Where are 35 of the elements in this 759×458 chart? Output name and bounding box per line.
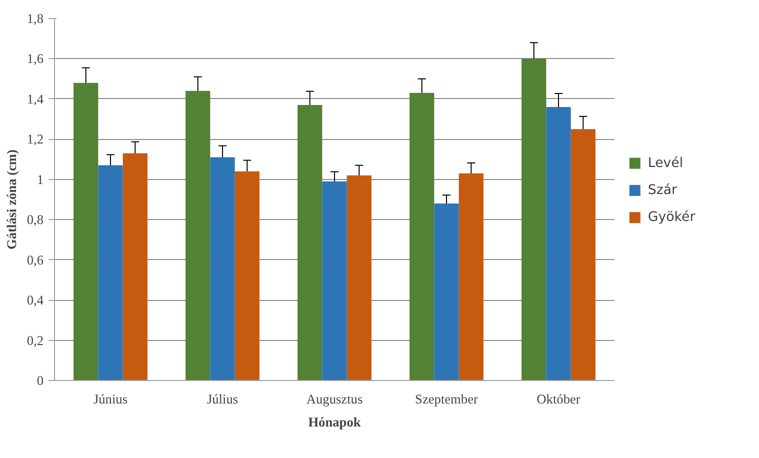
bar <box>74 82 98 380</box>
bar <box>458 173 484 380</box>
bar <box>322 181 347 380</box>
x-tick-label: Június <box>93 392 128 406</box>
x-tick-label: Augusztus <box>306 392 363 406</box>
legend-label: Szár <box>648 182 678 198</box>
y-axis-title: Gátlási zóna (cm) <box>4 150 19 250</box>
y-tick-label: 0,4 <box>26 292 44 308</box>
bar <box>346 175 372 380</box>
bar <box>298 104 322 380</box>
bar <box>434 204 459 380</box>
legend-label: Levél <box>648 156 684 171</box>
x-tick-label: Július <box>206 392 238 406</box>
bar <box>546 106 571 380</box>
x-tick-label: Október <box>536 392 581 406</box>
legend-label: Gyökér <box>648 210 696 226</box>
bar <box>98 165 123 380</box>
x-axis-title: Hónapok <box>308 414 362 430</box>
bar <box>410 92 434 380</box>
y-tick-label: 0 <box>36 373 44 388</box>
bar <box>122 153 148 380</box>
y-tick-label: 1,2 <box>26 132 44 147</box>
y-tick-label: 0,6 <box>26 252 44 268</box>
y-tick-label: 1,8 <box>26 11 44 26</box>
y-tick-label: 1 <box>36 172 44 187</box>
y-tick-label: 0,8 <box>26 212 44 228</box>
bar <box>522 58 546 380</box>
y-tick-label: 1,4 <box>26 91 44 106</box>
x-tick-label: Szeptember <box>415 392 479 406</box>
bar <box>570 129 596 380</box>
y-tick-label: 0,2 <box>26 332 44 348</box>
bar <box>186 90 210 380</box>
bar <box>234 171 260 380</box>
bar <box>210 157 235 380</box>
y-tick-label: 1,6 <box>26 51 44 66</box>
